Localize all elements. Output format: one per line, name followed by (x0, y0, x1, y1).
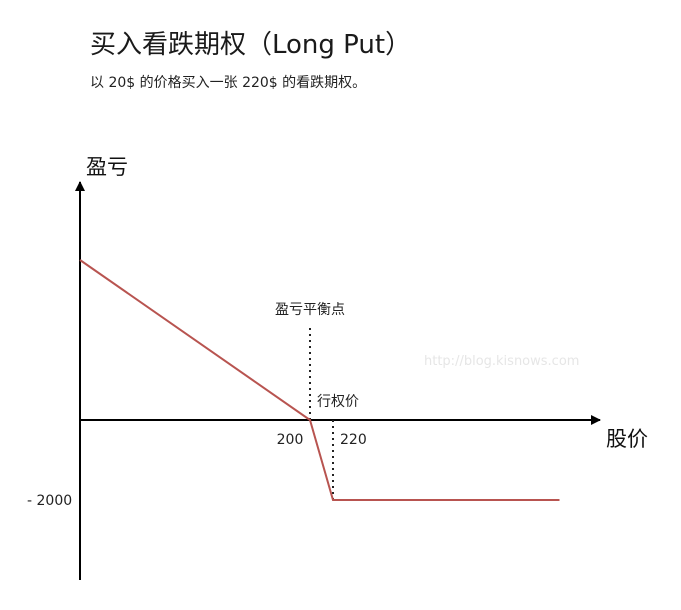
breakeven-annotation: 盈亏平衡点 (275, 302, 345, 318)
y-axis-label: 盈亏 (86, 155, 128, 179)
x-axis-label: 股价 (606, 427, 648, 451)
x-tick-label-200: 200 (277, 432, 304, 448)
chart-title: 买入看跌期权（Long Put） (90, 30, 412, 60)
y-tick-label-minus-2000: - 2000 (27, 493, 72, 509)
payoff-series-line (79, 259, 560, 501)
strike-annotation: 行权价 (317, 394, 359, 410)
chart-subtitle: 以 20$ 的价格买入一张 220$ 的看跌期权。 (90, 75, 367, 91)
x-tick-label-220: 220 (340, 432, 367, 448)
watermark: http://blog.kisnows.com (424, 354, 579, 369)
